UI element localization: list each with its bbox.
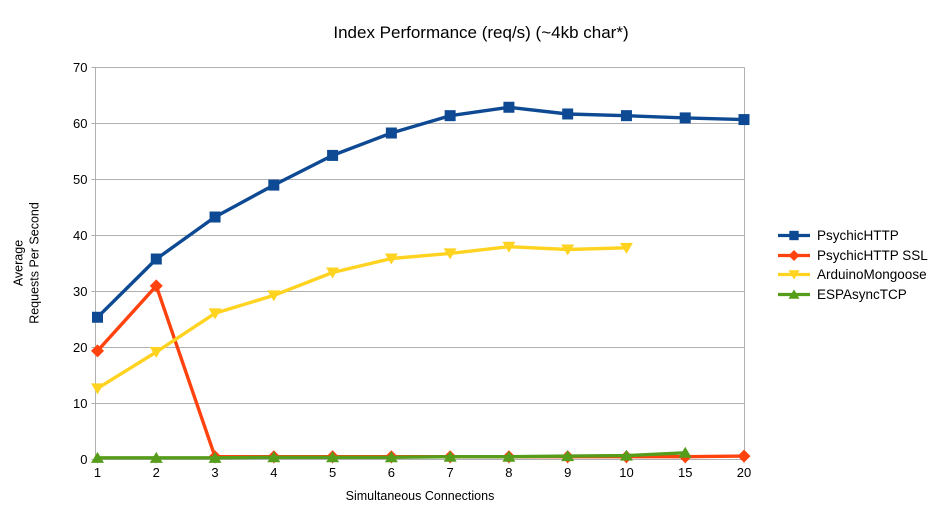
y-tick-label: 20 <box>73 340 87 355</box>
data-point <box>92 311 103 323</box>
data-point <box>502 241 516 253</box>
data-point <box>619 449 633 461</box>
data-point <box>149 451 163 463</box>
data-point <box>678 446 692 458</box>
legend-swatch <box>778 289 810 299</box>
legend-swatch <box>778 249 810 261</box>
legend-label: PsychicHTTP <box>817 228 899 244</box>
data-point <box>444 110 456 122</box>
x-tick-label: 7 <box>447 465 454 480</box>
legend-item: ArduinoMongoose <box>777 265 928 285</box>
data-point <box>503 101 515 113</box>
y-tick-label: 0 <box>80 452 87 467</box>
legend-label: ESPAsyncTCP <box>817 287 907 303</box>
series-line <box>96 284 745 459</box>
y-tick-label: 30 <box>73 284 87 299</box>
legend-item: ESPAsyncTCP <box>777 285 928 305</box>
x-tick-label: 8 <box>505 465 512 480</box>
legend-marker <box>788 289 800 299</box>
data-point <box>502 450 516 462</box>
legend: PsychicHTTP PsychicHTTP SSL ArduinoMongoos… <box>777 226 928 304</box>
x-axis-title: Simultaneous Connections <box>345 489 495 503</box>
data-point <box>562 108 574 120</box>
data-point <box>208 451 222 463</box>
legend-marker <box>788 270 800 281</box>
series-psychichttp <box>92 101 750 323</box>
x-tick-label: 3 <box>211 465 218 480</box>
x-tick-label: 1 <box>94 465 101 480</box>
data-point <box>384 253 398 265</box>
legend-item: PsychicHTTP SSL <box>777 246 928 266</box>
data-point <box>326 267 340 279</box>
data-point <box>679 112 691 124</box>
x-tick-label: 20 <box>737 465 751 480</box>
data-point <box>385 127 397 139</box>
data-point <box>267 451 281 463</box>
series-arduinomongoose <box>91 241 633 395</box>
legend-label: PsychicHTTP SSL <box>817 247 928 263</box>
x-tick-label: 5 <box>329 465 336 480</box>
data-point <box>561 244 575 256</box>
x-tick-label: 10 <box>619 465 633 480</box>
data-point <box>268 179 280 191</box>
x-tick-label: 9 <box>564 465 571 480</box>
y-tick-label: 70 <box>73 60 87 75</box>
x-tick-label: 2 <box>153 465 160 480</box>
x-tick-label: 4 <box>270 465 277 480</box>
data-point <box>267 290 281 302</box>
y-tick-label: 60 <box>73 116 87 131</box>
y-tick-label: 40 <box>73 228 87 243</box>
series-line <box>96 105 745 319</box>
y-tick-label: 50 <box>73 172 87 187</box>
data-point <box>326 451 340 463</box>
data-point <box>443 450 457 462</box>
data-point <box>384 451 398 463</box>
data-point <box>149 279 163 293</box>
data-point <box>150 253 162 265</box>
series-espasynctcp <box>91 446 692 463</box>
legend-swatch <box>778 231 810 241</box>
legend-label: ArduinoMongoose <box>817 267 927 283</box>
data-point <box>443 248 457 260</box>
data-point <box>91 344 104 358</box>
legend-swatch <box>778 270 810 281</box>
x-tick-label: 15 <box>678 465 692 480</box>
data-point <box>208 308 222 320</box>
data-point <box>91 383 104 395</box>
data-point <box>149 346 163 358</box>
legend-marker <box>789 231 799 241</box>
legend-marker <box>788 249 800 261</box>
chart-title: Index Performance (req/s) (~4kb char*) <box>333 23 629 42</box>
x-tick-label: 6 <box>388 465 395 480</box>
data-point <box>209 211 221 223</box>
data-point <box>620 110 632 122</box>
data-point <box>738 114 750 126</box>
data-point <box>561 450 575 462</box>
data-point <box>327 149 339 161</box>
series-psychichttp-ssl <box>91 279 751 464</box>
data-point <box>737 449 751 463</box>
data-point <box>91 451 104 463</box>
legend-item: PsychicHTTP <box>777 226 928 246</box>
y-tick-label: 10 <box>73 396 87 411</box>
data-point <box>619 242 633 254</box>
series-line <box>96 245 627 390</box>
